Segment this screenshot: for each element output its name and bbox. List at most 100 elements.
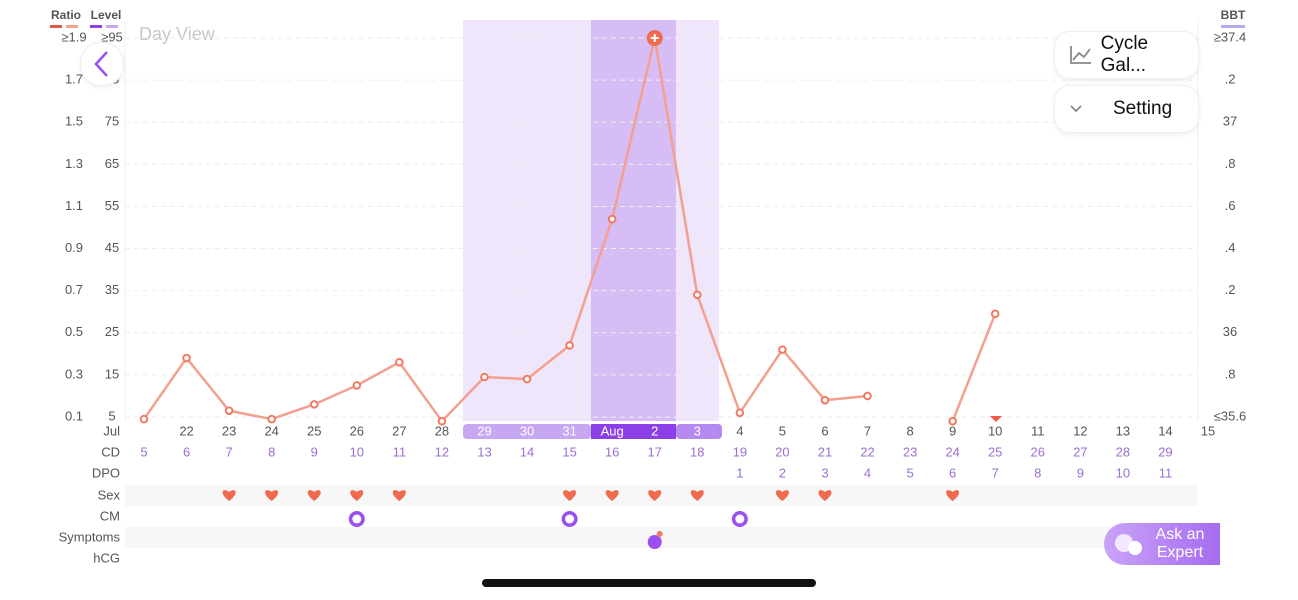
row-label: Symptoms: [59, 529, 121, 544]
cd-value: 22: [860, 444, 874, 459]
point: [480, 372, 489, 382]
y-tick-label: 5: [108, 408, 115, 423]
setting-button[interactable]: Setting: [1054, 85, 1199, 133]
y-tick-label: 75: [105, 114, 119, 129]
cd-value: 19: [733, 444, 747, 459]
dpo-value: 7: [992, 465, 999, 480]
row-label: hCG: [93, 550, 120, 565]
date-pill: [591, 424, 676, 439]
dpo-value: 2: [779, 465, 786, 480]
today-marker: [990, 416, 1002, 422]
dpo-value: 11: [1159, 465, 1173, 480]
y-tick-label: .4: [1225, 240, 1236, 255]
y-tick-label: 0.9: [65, 240, 83, 255]
cd-value: 6: [183, 444, 190, 459]
expert-button[interactable]: Ask an Expert: [1104, 523, 1220, 565]
y-tick-label: .8: [1225, 366, 1236, 381]
home-bar: [482, 579, 816, 587]
dpo-value: 6: [949, 465, 956, 480]
legend: Ratio: [51, 8, 81, 22]
cd-value: 25: [988, 444, 1002, 459]
heart-icon: [775, 490, 789, 501]
y-tick-label: ≥1.9: [61, 29, 86, 44]
point: [437, 416, 447, 426]
heart-icon: [307, 490, 321, 501]
chevron-icon: [1070, 105, 1082, 113]
row-label: DPO: [92, 465, 120, 480]
line: [142, 37, 868, 424]
legend-swatch: [1221, 25, 1245, 28]
y-tick-label: 1.5: [65, 114, 83, 129]
legend-swatch: [106, 25, 118, 28]
y-tick-label: .2: [1225, 282, 1236, 297]
line-series: [142, 37, 997, 424]
x-tick-label: 2: [651, 423, 658, 438]
cd-value: 14: [520, 444, 534, 459]
heart-icon: [563, 490, 577, 501]
y-tick-label: .6: [1225, 198, 1236, 213]
x-tick-label: 3: [694, 423, 701, 438]
cycle-button[interactable]: Cycle Gal...: [1054, 31, 1199, 79]
y-tick-label: 65: [105, 156, 119, 171]
cd-value: 15: [562, 444, 576, 459]
y-tick-label: 35: [105, 282, 119, 297]
heart-icon: [648, 490, 662, 501]
y-tick-label: 45: [105, 240, 119, 255]
x-tick-label: 27: [392, 423, 406, 438]
heart-icon: [265, 490, 279, 501]
x-tick-label: 6: [821, 423, 828, 438]
dpo-value: 3: [821, 465, 828, 480]
dpo-value: 8: [1034, 465, 1041, 480]
cd-value: 5: [140, 444, 147, 459]
dpo-value: 1: [736, 465, 743, 480]
point: [820, 395, 830, 405]
back-button[interactable]: [80, 42, 124, 86]
x-tick-label: 11: [1031, 423, 1045, 438]
x-tick-label: 8: [906, 423, 913, 438]
point: [182, 353, 191, 363]
point: [267, 414, 276, 424]
y-tick-label: ≤35.6: [1214, 408, 1246, 423]
y-tick-label: 1.7: [65, 72, 83, 87]
y-tick-label: 0.3: [65, 366, 83, 381]
date-pill: [676, 424, 722, 439]
point: [224, 406, 234, 415]
y-tick-label: ≥95: [101, 29, 123, 44]
cd-value: 18: [690, 444, 704, 459]
back-icon: [94, 51, 108, 77]
dpo-value: 9: [1077, 465, 1084, 480]
x-tick-label: 5: [779, 423, 786, 438]
x-tick-label: 15: [1201, 423, 1215, 438]
x-tick-label: 31: [562, 423, 576, 438]
heart-icon: [946, 490, 960, 501]
heart-icon: [392, 490, 406, 501]
heart-icon: [818, 490, 832, 501]
heart-icon: [690, 490, 704, 501]
row-band: [125, 527, 1198, 548]
line: [951, 313, 997, 422]
row-label: CM: [100, 508, 120, 523]
point: [309, 400, 319, 409]
point: [352, 381, 362, 390]
cd-value: 28: [1116, 444, 1130, 459]
point: [522, 374, 532, 384]
point: [565, 341, 574, 350]
x-tick-label: 22: [179, 423, 193, 438]
x-tick-label: 23: [222, 423, 236, 438]
heart-icon: [222, 490, 236, 501]
cd-value: 11: [393, 444, 407, 459]
heart-icon: [350, 490, 364, 501]
y-tick-label: .8: [1225, 156, 1236, 171]
x-tick-label: 9: [949, 423, 956, 438]
dpo-value: 10: [1116, 465, 1130, 480]
y-tick-label: 36: [1223, 324, 1237, 339]
point: [948, 416, 957, 426]
point: [863, 391, 872, 401]
cd-value: 9: [311, 444, 318, 459]
cd-value: 20: [775, 444, 789, 459]
x-tick-label: Aug: [601, 423, 624, 438]
dpo-value: 4: [864, 465, 871, 480]
point: [735, 408, 745, 418]
cd-value: 23: [903, 444, 917, 459]
